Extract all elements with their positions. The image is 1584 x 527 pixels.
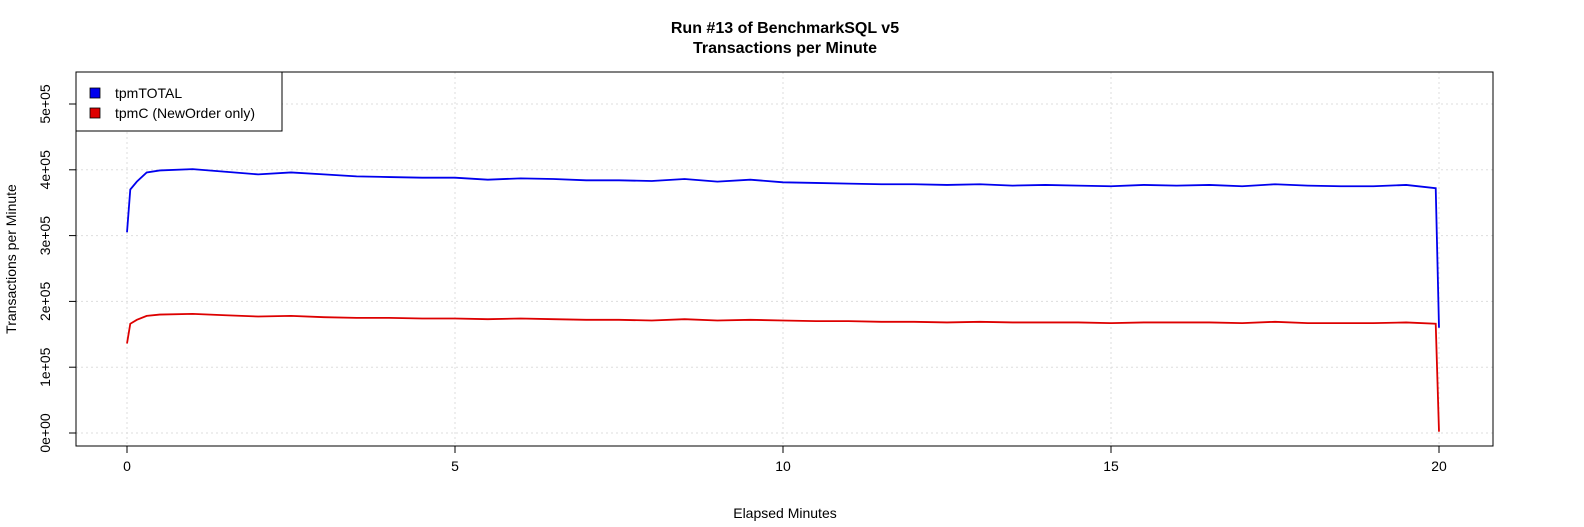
y-axis-label: Transactions per Minute [3, 184, 19, 334]
legend-swatch-tpmtotal [89, 87, 101, 99]
y-tick-label: 4e+05 [37, 150, 53, 190]
x-tick-label: 15 [1103, 458, 1119, 474]
y-tick-label: 3e+05 [37, 216, 53, 256]
y-tick-label: 0e+00 [37, 413, 53, 453]
y-tick-label: 2e+05 [37, 282, 53, 322]
chart-subtitle: Transactions per Minute [693, 40, 877, 57]
legend-swatch-tpmc [89, 107, 101, 119]
series-line-tpmtotal [126, 168, 1440, 328]
x-axis-label: Elapsed Minutes [733, 505, 837, 521]
series-lines [126, 168, 1440, 432]
legend: tpmTOTAL tpmC (NewOrder only) [75, 71, 283, 132]
series-line-tpmc [126, 313, 1440, 432]
grid [76, 72, 1493, 446]
chart-title: Run #13 of BenchmarkSQL v5 [671, 20, 899, 37]
x-tick-label: 0 [123, 458, 131, 474]
x-tick-label: 20 [1431, 458, 1447, 474]
x-tick-label: 10 [775, 458, 791, 474]
plot-frame [75, 71, 1494, 447]
y-tick-label: 1e+05 [37, 347, 53, 387]
x-tick-label: 5 [451, 458, 459, 474]
legend-label-tpmc: tpmC (NewOrder only) [115, 105, 255, 121]
y-axis: 0e+00 1e+05 2e+05 3e+05 4e+05 5e+05 [37, 84, 76, 453]
legend-box [75, 71, 283, 132]
y-tick-label: 5e+05 [37, 84, 53, 124]
legend-label-tpmtotal: tpmTOTAL [115, 85, 182, 101]
x-axis: 0 5 10 15 20 [123, 446, 1447, 474]
